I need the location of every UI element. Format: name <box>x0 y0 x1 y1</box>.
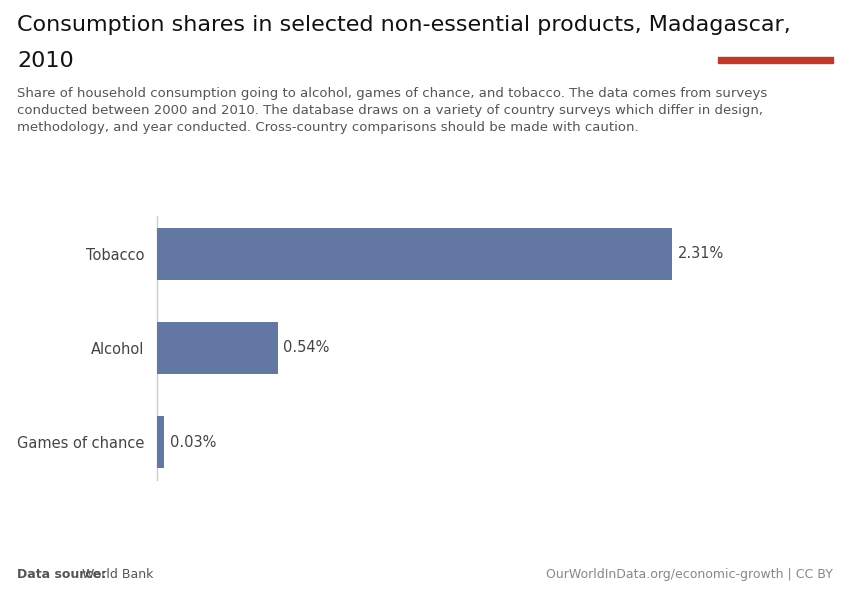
Bar <box>718 57 833 63</box>
Text: Share of household consumption going to alcohol, games of chance, and tobacco. T: Share of household consumption going to … <box>17 87 768 134</box>
Bar <box>157 416 164 468</box>
Text: Consumption shares in selected non-essential products, Madagascar,: Consumption shares in selected non-essen… <box>17 15 790 35</box>
Text: Data source:: Data source: <box>17 568 106 581</box>
Text: Our World: Our World <box>744 21 808 31</box>
Text: 0.54%: 0.54% <box>283 340 330 355</box>
Text: 0.03%: 0.03% <box>169 434 216 449</box>
Text: World Bank: World Bank <box>78 568 154 581</box>
Text: 2.31%: 2.31% <box>677 247 724 262</box>
Bar <box>157 228 672 280</box>
Bar <box>157 322 278 374</box>
Text: 2010: 2010 <box>17 51 74 71</box>
Text: in Data: in Data <box>753 38 798 47</box>
Text: OurWorldInData.org/economic-growth | CC BY: OurWorldInData.org/economic-growth | CC … <box>546 568 833 581</box>
